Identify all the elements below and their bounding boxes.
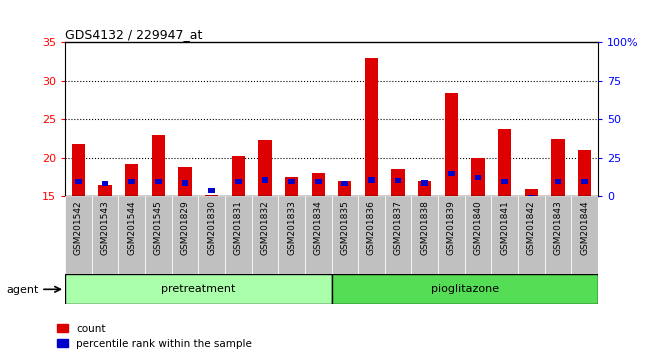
Bar [448, 171, 455, 176]
Text: GSM201842: GSM201842 [527, 200, 536, 255]
Bar [75, 179, 82, 184]
Bar [285, 177, 298, 196]
Text: agent: agent [6, 285, 39, 295]
Bar [545, 196, 571, 274]
Bar [332, 196, 358, 274]
Bar [385, 196, 411, 274]
Bar [225, 196, 252, 274]
Bar [411, 196, 438, 274]
Bar [438, 196, 465, 274]
Bar [445, 92, 458, 196]
Bar [172, 196, 198, 274]
Bar [368, 177, 375, 183]
Bar [421, 180, 428, 185]
Bar [288, 179, 295, 184]
Text: GSM201844: GSM201844 [580, 200, 589, 255]
Text: GSM201543: GSM201543 [101, 200, 109, 255]
Bar [518, 196, 545, 274]
Bar [341, 181, 348, 187]
Bar [178, 167, 192, 196]
Bar [252, 196, 278, 274]
Bar [501, 179, 508, 184]
Text: GSM201544: GSM201544 [127, 200, 136, 255]
Bar [128, 179, 135, 184]
Bar [151, 135, 165, 196]
Bar [205, 195, 218, 196]
Bar [395, 178, 402, 183]
Bar [125, 164, 138, 196]
Text: GSM201835: GSM201835 [341, 200, 349, 255]
Bar [338, 181, 352, 196]
Text: GSM201833: GSM201833 [287, 200, 296, 255]
Bar [551, 139, 565, 196]
Text: GSM201839: GSM201839 [447, 200, 456, 255]
Bar [231, 156, 245, 196]
Text: GSM201838: GSM201838 [421, 200, 429, 255]
Text: pretreatment: pretreatment [161, 284, 235, 294]
Bar [418, 181, 432, 196]
Bar [98, 185, 112, 196]
Bar [365, 58, 378, 196]
Bar [581, 179, 588, 184]
Text: GSM201840: GSM201840 [474, 200, 482, 255]
Bar [72, 144, 85, 196]
Text: GSM201837: GSM201837 [394, 200, 402, 255]
Text: GSM201843: GSM201843 [554, 200, 562, 255]
Bar [92, 196, 118, 274]
Bar [235, 179, 242, 184]
Text: GSM201834: GSM201834 [314, 200, 322, 255]
Bar [471, 158, 485, 196]
Bar [332, 274, 598, 304]
Bar [198, 196, 225, 274]
Bar [491, 196, 518, 274]
Bar [528, 195, 535, 200]
Bar [258, 140, 272, 196]
Bar [155, 179, 162, 184]
Text: GSM201545: GSM201545 [154, 200, 162, 255]
Text: GSM201832: GSM201832 [261, 200, 269, 255]
Bar [181, 180, 188, 185]
Bar [571, 196, 598, 274]
Text: GSM201836: GSM201836 [367, 200, 376, 255]
Bar [65, 274, 332, 304]
Bar [498, 129, 512, 196]
Text: GDS4132 / 229947_at: GDS4132 / 229947_at [65, 28, 202, 41]
Bar [358, 196, 385, 274]
Bar [145, 196, 172, 274]
Bar [305, 196, 332, 274]
Bar [391, 170, 405, 196]
Text: GSM201829: GSM201829 [181, 200, 189, 255]
Bar [278, 196, 305, 274]
Bar [261, 177, 268, 183]
Bar [101, 181, 109, 187]
Bar [578, 150, 592, 196]
Bar [525, 189, 538, 196]
Text: GSM201841: GSM201841 [500, 200, 509, 255]
Bar [208, 188, 215, 193]
Text: GSM201542: GSM201542 [74, 200, 83, 255]
Text: GSM201831: GSM201831 [234, 200, 242, 255]
Bar [554, 179, 562, 184]
Bar [474, 175, 482, 180]
Bar [315, 179, 322, 184]
Bar [311, 173, 325, 196]
Bar [465, 196, 491, 274]
Bar [65, 196, 92, 274]
Legend: count, percentile rank within the sample: count, percentile rank within the sample [57, 324, 252, 349]
Bar [118, 196, 145, 274]
Text: pioglitazone: pioglitazone [431, 284, 499, 294]
Text: GSM201830: GSM201830 [207, 200, 216, 255]
